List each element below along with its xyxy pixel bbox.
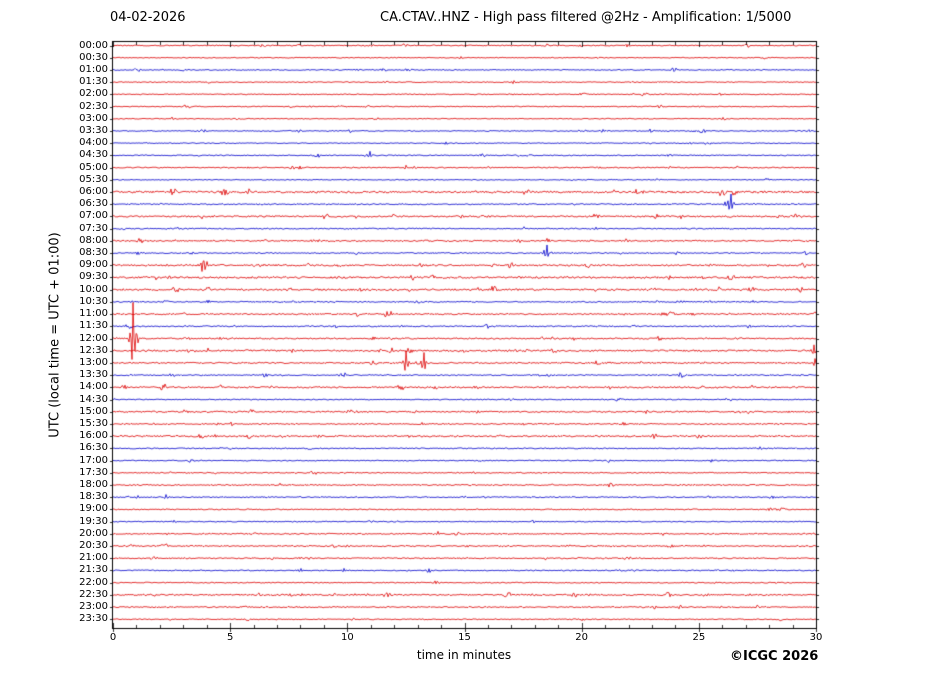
row-time-label: 04:30 — [79, 149, 108, 161]
row-time-label: 18:30 — [79, 491, 108, 503]
row-time-label: 15:00 — [79, 405, 108, 417]
row-time-label: 16:30 — [79, 442, 108, 454]
row-time-label: 23:00 — [79, 601, 108, 613]
row-time-label: 19:30 — [79, 515, 108, 527]
row-time-label: 08:30 — [79, 247, 108, 259]
row-time-label: 21:00 — [79, 552, 108, 564]
row-time-label: 09:00 — [79, 259, 108, 271]
row-time-label: 21:30 — [79, 564, 108, 576]
date-label: 04-02-2026 — [110, 10, 186, 25]
row-time-label: 01:00 — [79, 63, 108, 75]
row-time-label: 23:30 — [79, 613, 108, 625]
row-time-label: 12:30 — [79, 344, 108, 356]
row-time-label: 00:30 — [79, 51, 108, 63]
row-time-label: 03:00 — [79, 112, 108, 124]
row-time-label: 01:30 — [79, 76, 108, 88]
row-time-label: 03:30 — [79, 124, 108, 136]
x-axis-label: time in minutes — [416, 648, 512, 662]
x-tick-label: 25 — [692, 632, 706, 643]
row-time-label: 06:00 — [79, 186, 108, 197]
chart-title: CA.CTAV..HNZ - High pass filtered @2Hz -… — [380, 10, 792, 25]
copyright-label: ©ICGC 2026 — [730, 649, 819, 664]
x-tick-label: 5 — [226, 632, 234, 643]
x-tick-label: 15 — [458, 632, 471, 643]
row-time-label: 10:00 — [79, 283, 108, 295]
row-time-label: 05:30 — [79, 173, 108, 185]
row-time-label: 19:00 — [79, 503, 108, 515]
row-time-label: 07:00 — [79, 210, 108, 222]
row-time-label: 06:30 — [79, 198, 108, 210]
row-time-label: 14:00 — [79, 381, 108, 393]
row-time-label: 18:00 — [79, 479, 108, 490]
row-time-label: 10:30 — [79, 295, 108, 307]
row-time-label: 17:30 — [79, 466, 108, 478]
row-time-label: 07:30 — [79, 222, 108, 234]
row-time-label: 14:30 — [79, 393, 108, 405]
x-tick-label: 10 — [340, 632, 354, 643]
row-time-label: 20:30 — [79, 540, 108, 552]
row-time-label: 22:00 — [79, 576, 108, 588]
row-time-label: 12:00 — [79, 332, 108, 344]
row-time-label: 08:00 — [79, 234, 108, 246]
row-time-label: 09:30 — [79, 271, 108, 283]
row-time-label: 16:00 — [79, 430, 108, 442]
row-time-label: 05:00 — [79, 161, 108, 173]
row-time-label: 02:30 — [79, 100, 108, 112]
x-tick-label: 0 — [109, 632, 117, 643]
row-time-label: 11:30 — [79, 320, 108, 332]
row-time-label: 13:00 — [79, 356, 108, 368]
row-time-label: 04:00 — [79, 137, 108, 149]
row-time-label: 13:30 — [79, 369, 108, 381]
row-time-label: 17:00 — [79, 454, 108, 466]
x-tick-label: 20 — [575, 632, 589, 643]
row-time-label: 15:30 — [79, 417, 108, 429]
row-time-label: 20:00 — [79, 527, 108, 539]
row-time-label: 22:30 — [79, 588, 108, 600]
row-time-label: 02:00 — [79, 88, 108, 100]
row-time-label: 11:00 — [79, 308, 108, 320]
row-time-label: 00:00 — [79, 39, 108, 51]
x-tick-label: 30 — [809, 632, 823, 643]
